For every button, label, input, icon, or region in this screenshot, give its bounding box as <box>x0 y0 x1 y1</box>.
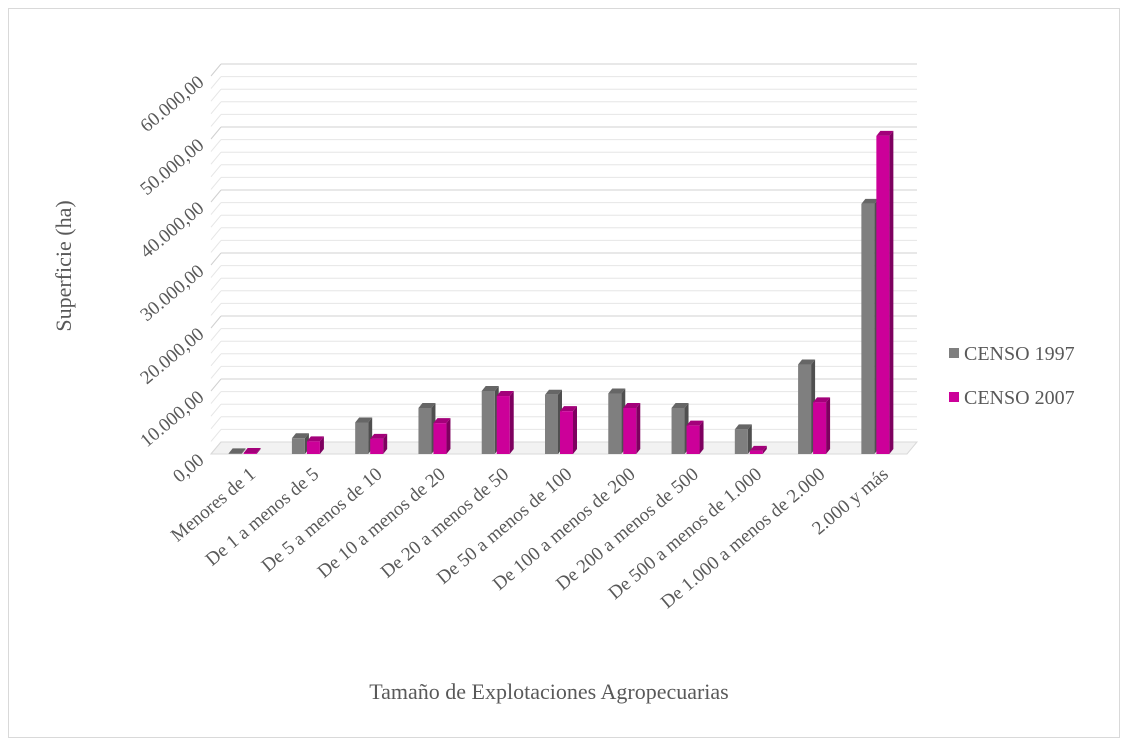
bar-censo-1997 <box>798 359 816 454</box>
legend-item: CENSO 2007 <box>949 387 1075 409</box>
y-tick-label: 20.000,00 <box>136 324 208 389</box>
gridline <box>210 76 917 89</box>
gridline <box>210 113 917 127</box>
bar-censo-2007 <box>496 391 514 454</box>
gridline <box>210 315 917 329</box>
bar-censo-2007 <box>433 418 451 454</box>
gridline <box>210 139 917 152</box>
gridline <box>210 151 917 165</box>
gridline <box>210 214 917 228</box>
gridline <box>210 277 917 291</box>
x-axis-ticks: Menores de 1De 1 a menos de 5De 5 a meno… <box>167 464 892 613</box>
gridline <box>210 176 917 190</box>
chart-area: 0,00 10.000,00 20.000,00 30.000,00 40.000,00… <box>8 8 1120 738</box>
bar-censo-1997 <box>228 448 246 454</box>
bar-censo-2007 <box>243 448 261 454</box>
gridline <box>210 227 917 241</box>
gridline <box>210 353 917 367</box>
gridline <box>210 290 917 304</box>
bar-censo-2007 <box>686 420 704 454</box>
bar-censo-2007 <box>813 397 831 454</box>
y-tick-label: 0,00 <box>169 450 208 487</box>
gridline <box>210 126 917 140</box>
bar-censo-1997 <box>861 198 879 454</box>
legend-swatch <box>949 392 959 402</box>
gridline <box>210 239 917 253</box>
gridline <box>210 202 917 215</box>
y-tick-label: 40.000,00 <box>136 198 208 263</box>
y-tick-label: 30.000,00 <box>136 261 208 326</box>
legend-swatch <box>949 348 959 358</box>
gridline <box>210 328 917 341</box>
bar-censo-2007 <box>306 436 324 454</box>
gridline <box>210 265 917 278</box>
gridline <box>210 302 917 316</box>
bar-chart: 0,0010.000,0020.000,0030.000,0040.000,00… <box>51 63 1075 704</box>
bar-censo-2007 <box>749 445 767 454</box>
y-tick-label: 10.000,00 <box>136 387 208 452</box>
bar-censo-1997 <box>608 388 626 454</box>
legend-item: CENSO 1997 <box>949 343 1075 365</box>
bar-censo-2007 <box>560 406 577 454</box>
bar-censo-2007 <box>876 130 894 454</box>
gridline <box>210 252 917 266</box>
bar-censo-1997 <box>355 417 373 454</box>
gridline <box>210 63 917 77</box>
legend-label: CENSO 2007 <box>964 387 1075 409</box>
y-tick-label: 60.000,00 <box>136 72 208 137</box>
y-axis-title: Superficie (ha) <box>51 200 76 331</box>
y-axis-ticks: 0,0010.000,0020.000,0030.000,0040.000,00… <box>136 72 208 487</box>
bar-censo-1997 <box>481 386 499 454</box>
y-tick-label: 50.000,00 <box>136 135 208 200</box>
bar-censo-1997 <box>545 389 562 454</box>
legend: CENSO 1997 CENSO 2007 <box>949 343 1075 409</box>
gridline <box>210 164 917 178</box>
gridline <box>210 101 917 115</box>
bars <box>228 130 894 454</box>
bar-censo-1997 <box>418 403 436 454</box>
bar-censo-1997 <box>291 433 309 454</box>
x-axis-title: Tamaño de Explotaciones Agropecuarias <box>369 679 729 704</box>
bar-censo-1997 <box>671 403 689 454</box>
gridline <box>210 88 917 102</box>
bar-censo-2007 <box>370 433 388 454</box>
gridline <box>210 189 917 203</box>
x-tick-label: De 1 a menos de 5 <box>202 464 323 571</box>
gridline <box>210 340 917 354</box>
bar-censo-1997 <box>734 424 752 454</box>
bar-censo-2007 <box>623 403 641 454</box>
legend-label: CENSO 1997 <box>964 343 1075 365</box>
